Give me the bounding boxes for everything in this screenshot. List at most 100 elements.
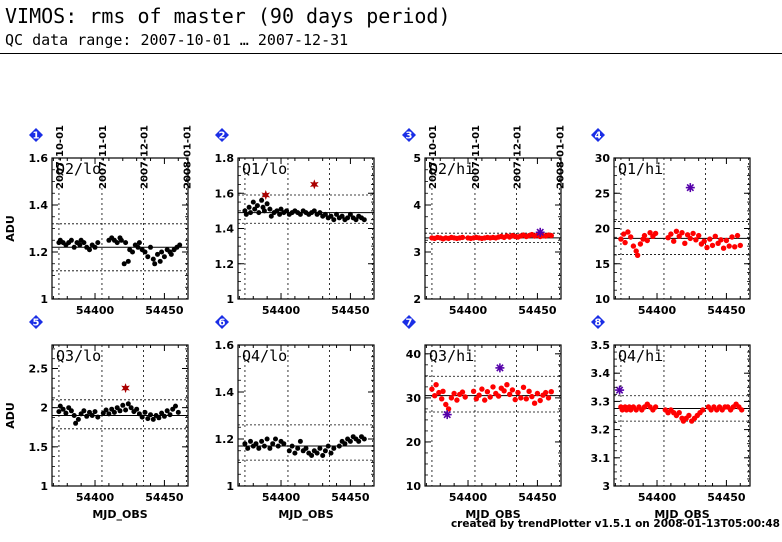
panel-label: Q2/lo [56, 160, 101, 178]
data-point [331, 217, 337, 223]
data-point [342, 441, 348, 447]
data-point [267, 206, 273, 212]
panel-badge: 6 [215, 315, 229, 329]
y-tick-label: 2 [40, 402, 48, 415]
plot-frame [424, 344, 562, 487]
x-tick-label: 54400 [638, 304, 677, 317]
title-divider [0, 53, 782, 54]
data-point [167, 412, 173, 418]
y-tick-label: 1 [40, 293, 48, 306]
data-point [261, 443, 267, 449]
data-point [325, 443, 331, 449]
data-point [644, 237, 650, 244]
plot-frame [51, 157, 189, 300]
date-label: 2007-12-01 [140, 125, 151, 189]
data-point [92, 244, 98, 250]
data-point [248, 210, 253, 216]
data-point [718, 237, 724, 243]
data-point [679, 230, 685, 236]
badge-number: 4 [595, 131, 602, 142]
x-tick-label: 54450 [518, 304, 557, 317]
data-point [621, 231, 627, 237]
data-point [248, 438, 253, 444]
badge-diamond [29, 128, 43, 142]
data-point [687, 235, 693, 242]
data-point [145, 254, 151, 260]
data-point [490, 384, 496, 390]
data-point [152, 261, 158, 267]
data-point [284, 208, 290, 214]
panel-label: Q4/lo [242, 347, 287, 365]
data-point [270, 441, 276, 447]
page-title: VIMOS: rms of master (90 days period) [5, 4, 451, 28]
data-point [68, 408, 74, 414]
data-point [322, 448, 328, 454]
data-point [253, 441, 259, 447]
panel-badge: 5 [29, 315, 43, 329]
data-point [451, 390, 457, 397]
outlier-marker [535, 227, 545, 237]
data-point [676, 410, 682, 416]
data-point [353, 217, 359, 223]
data-point [245, 445, 251, 451]
data-point [637, 241, 644, 247]
data-point [504, 382, 510, 388]
data-point [690, 230, 696, 237]
x-tick-label: 54400 [262, 304, 301, 317]
data-point [443, 401, 449, 408]
data-point [476, 392, 482, 398]
y-tick-label: 5 [413, 152, 421, 165]
data-point [618, 236, 624, 242]
y-tick-label: 30 [406, 392, 422, 405]
outlier-marker [442, 410, 452, 420]
date-label: 2007-10-01 [428, 125, 439, 189]
data-point [259, 197, 265, 203]
data-point [117, 408, 123, 414]
y-tick-label: 3.3 [591, 395, 611, 408]
data-point [95, 240, 101, 246]
data-point [84, 413, 90, 419]
data-point [311, 208, 317, 214]
data-point [277, 211, 283, 217]
data-point [317, 210, 323, 216]
data-point [529, 393, 535, 400]
data-point [459, 389, 466, 395]
data-point [254, 203, 260, 209]
data-point [252, 206, 258, 212]
plot-frame [237, 344, 375, 487]
outlier-marker [685, 183, 695, 193]
data-point [243, 211, 249, 217]
data-point [543, 389, 549, 396]
data-point [273, 436, 278, 442]
data-point [334, 211, 339, 217]
x-tick-label: 54400 [449, 491, 488, 504]
data-point [275, 443, 281, 449]
data-point [700, 407, 706, 413]
y-tick-label: 1.4 [215, 223, 235, 236]
x-tick-label: 54450 [707, 491, 746, 504]
data-point [487, 394, 493, 400]
y-tick-label: 3.2 [591, 424, 611, 437]
panel-3: 2 3 4 5 54400 54450 Q2/hi 3 2007-10-01 2007-11-01… [402, 125, 567, 317]
date-label: 2008-01-01 [183, 125, 194, 189]
data-point [484, 389, 491, 395]
panel-badge: 2 [215, 128, 229, 142]
data-point [459, 234, 466, 241]
y-tick-label: 3.4 [591, 367, 611, 380]
data-point [433, 382, 439, 388]
data-point [135, 244, 141, 250]
data-point [436, 389, 442, 396]
data-point [60, 406, 66, 412]
x-tick-label: 54400 [638, 491, 677, 504]
data-point [142, 249, 148, 255]
data-point [281, 441, 287, 447]
data-point [123, 407, 129, 413]
x-tick-label: 54450 [518, 491, 557, 504]
page-subtitle: QC data range: 2007-10-01 … 2007-12-31 [5, 31, 349, 49]
panel-1: 1 1.2 1.4 1.6 54400 54450 Q2/lo 1 ADU 2007-10-01 2… [4, 125, 194, 317]
data-point [120, 402, 126, 408]
data-point [95, 414, 101, 420]
x-tick-label: 54450 [145, 304, 184, 317]
panel-label: Q3/hi [429, 347, 474, 365]
data-point [164, 408, 170, 414]
